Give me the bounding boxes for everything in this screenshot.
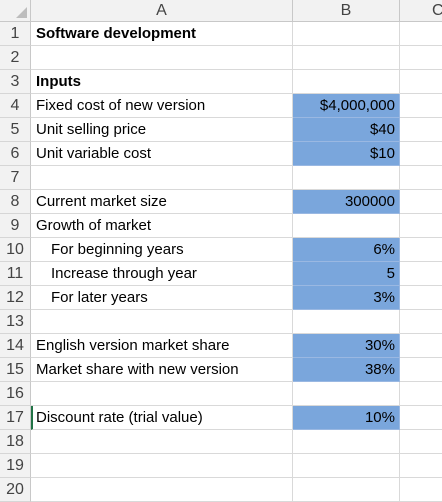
cell-b2[interactable]	[293, 46, 400, 70]
cell-c4[interactable]	[400, 94, 442, 118]
cell-b5[interactable]: $40	[293, 118, 400, 142]
cell-c6[interactable]	[400, 142, 442, 166]
row-header-12[interactable]: 12	[0, 286, 31, 310]
cell-c7[interactable]	[400, 166, 442, 190]
cell-c17[interactable]	[400, 406, 442, 430]
cell-b6[interactable]: $10	[293, 142, 400, 166]
cell-b7[interactable]	[293, 166, 400, 190]
cell-b17[interactable]: 10%	[293, 406, 400, 430]
row-header-11[interactable]: 11	[0, 262, 31, 286]
cell-c1[interactable]	[400, 22, 442, 46]
row-header-7[interactable]: 7	[0, 166, 31, 190]
cell-c19[interactable]	[400, 454, 442, 478]
cell-b20[interactable]	[293, 478, 400, 502]
cell-a5[interactable]: Unit selling price	[31, 118, 293, 142]
cell-a1[interactable]: Software development	[31, 22, 293, 46]
cell-c20[interactable]	[400, 478, 442, 502]
cell-c18[interactable]	[400, 430, 442, 454]
cell-b15[interactable]: 38%	[293, 358, 400, 382]
row-header-3[interactable]: 3	[0, 70, 31, 94]
row-header-9[interactable]: 9	[0, 214, 31, 238]
cell-a10[interactable]: For beginning years	[31, 238, 293, 262]
cell-c2[interactable]	[400, 46, 442, 70]
cell-a20[interactable]	[31, 478, 293, 502]
cell-a8[interactable]: Current market size	[31, 190, 293, 214]
row-header-5[interactable]: 5	[0, 118, 31, 142]
cell-c11[interactable]	[400, 262, 442, 286]
row-header-4[interactable]: 4	[0, 94, 31, 118]
cell-b13[interactable]	[293, 310, 400, 334]
row-header-2[interactable]: 2	[0, 46, 31, 70]
cell-c3[interactable]	[400, 70, 442, 94]
row-header-10[interactable]: 10	[0, 238, 31, 262]
cell-a17[interactable]: Discount rate (trial value)	[31, 406, 293, 430]
cell-c15[interactable]	[400, 358, 442, 382]
column-header-c[interactable]: C	[400, 0, 442, 22]
cell-b10[interactable]: 6%	[293, 238, 400, 262]
cell-c14[interactable]	[400, 334, 442, 358]
cell-a2[interactable]	[31, 46, 293, 70]
cell-b4[interactable]: $4,000,000	[293, 94, 400, 118]
row-header-17[interactable]: 17	[0, 406, 31, 430]
cell-b8[interactable]: 300000	[293, 190, 400, 214]
cell-a12[interactable]: For later years	[31, 286, 293, 310]
cell-a3[interactable]: Inputs	[31, 70, 293, 94]
row-header-20[interactable]: 20	[0, 478, 31, 502]
row-header-15[interactable]: 15	[0, 358, 31, 382]
row-header-6[interactable]: 6	[0, 142, 31, 166]
cell-a16[interactable]	[31, 382, 293, 406]
column-header-b[interactable]: B	[293, 0, 400, 22]
cell-b16[interactable]	[293, 382, 400, 406]
cell-c10[interactable]	[400, 238, 442, 262]
cell-a13[interactable]	[31, 310, 293, 334]
row-header-18[interactable]: 18	[0, 430, 31, 454]
row-header-1[interactable]: 1	[0, 22, 31, 46]
cell-a4[interactable]: Fixed cost of new version	[31, 94, 293, 118]
cell-a15[interactable]: Market share with new version	[31, 358, 293, 382]
row-header-16[interactable]: 16	[0, 382, 31, 406]
row-header-8[interactable]: 8	[0, 190, 31, 214]
cell-a18[interactable]	[31, 430, 293, 454]
cell-c12[interactable]	[400, 286, 442, 310]
cell-a7[interactable]	[31, 166, 293, 190]
select-all-triangle-icon	[16, 7, 27, 18]
cell-c5[interactable]	[400, 118, 442, 142]
cell-b14[interactable]: 30%	[293, 334, 400, 358]
cell-c13[interactable]	[400, 310, 442, 334]
cell-b18[interactable]	[293, 430, 400, 454]
row-header-13[interactable]: 13	[0, 310, 31, 334]
cell-c9[interactable]	[400, 214, 442, 238]
select-all-corner[interactable]	[0, 0, 31, 22]
cell-a6[interactable]: Unit variable cost	[31, 142, 293, 166]
cell-b9[interactable]	[293, 214, 400, 238]
cell-c8[interactable]	[400, 190, 442, 214]
cell-a14[interactable]: English version market share	[31, 334, 293, 358]
cell-c16[interactable]	[400, 382, 442, 406]
row-header-19[interactable]: 19	[0, 454, 31, 478]
cell-b1[interactable]	[293, 22, 400, 46]
cell-a9[interactable]: Growth of market	[31, 214, 293, 238]
column-header-a[interactable]: A	[31, 0, 293, 22]
cell-a19[interactable]	[31, 454, 293, 478]
cell-a11[interactable]: Increase through year	[31, 262, 293, 286]
cell-b11[interactable]: 5	[293, 262, 400, 286]
cell-b19[interactable]	[293, 454, 400, 478]
row-header-14[interactable]: 14	[0, 334, 31, 358]
cell-b3[interactable]	[293, 70, 400, 94]
cell-b12[interactable]: 3%	[293, 286, 400, 310]
